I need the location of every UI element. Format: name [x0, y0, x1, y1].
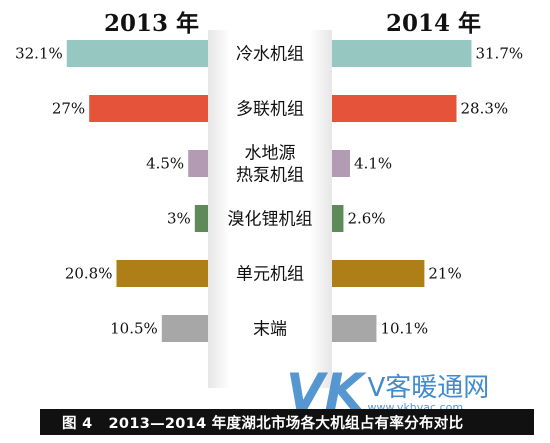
data-label-2013-2: 4.5%	[146, 155, 184, 173]
series-2014-title: 2014 年	[386, 10, 482, 37]
bar-2013-1	[89, 95, 208, 122]
chart-canvas: 32.1% 31.7% 冷水机组 27% 28.3% 多联机组 4.5% 4.1% 水地源热泵机…	[15, 30, 523, 388]
bar-2013-0	[66, 40, 208, 67]
data-label-2013-0: 32.1%	[15, 45, 63, 63]
bar-2013-5	[161, 315, 208, 342]
figure-caption: 图 4 2013—2014 年度湖北市场各大机组占有率分布对比	[40, 409, 534, 435]
data-label-2014-5: 10.1%	[380, 320, 428, 338]
category-label-3: 溴化锂机组	[228, 210, 313, 230]
data-label-2013-3: 3%	[167, 210, 191, 228]
bar-2013-4	[116, 260, 208, 287]
data-label-2013-1: 27%	[52, 100, 85, 118]
bar-2013-2	[188, 150, 208, 177]
series-2013-title: 2013 年	[104, 10, 200, 37]
figure-number: 图 4	[62, 415, 93, 432]
bar-2014-3	[332, 205, 344, 232]
bar-2014-2	[332, 150, 351, 177]
data-label-2013-5: 10.5%	[110, 320, 158, 338]
figure-title: 2013—2014 年度湖北市场各大机组占有率分布对比	[108, 415, 464, 432]
category-label-1: 多联机组	[236, 100, 304, 120]
category-label-0: 冷水机组	[236, 45, 304, 65]
category-column	[208, 30, 332, 388]
data-label-2014-1: 28.3%	[461, 100, 509, 118]
bar-2014-5	[332, 315, 377, 342]
category-label-2-line-0: 水地源	[245, 144, 296, 164]
data-label-2013-4: 20.8%	[65, 265, 113, 283]
category-label-4: 单元机组	[236, 265, 304, 285]
data-label-2014-3: 2.6%	[347, 210, 385, 228]
category-label-2-line-1: 热泵机组	[236, 166, 304, 186]
bar-2014-1	[332, 95, 457, 122]
data-label-2014-4: 21%	[428, 265, 461, 283]
data-label-2014-2: 4.1%	[354, 155, 392, 173]
bar-2014-0	[332, 40, 472, 67]
data-label-2014-0: 31.7%	[475, 45, 523, 63]
category-label-5: 末端	[253, 320, 287, 340]
bar-2013-3	[194, 205, 208, 232]
bar-2014-4	[332, 260, 425, 287]
